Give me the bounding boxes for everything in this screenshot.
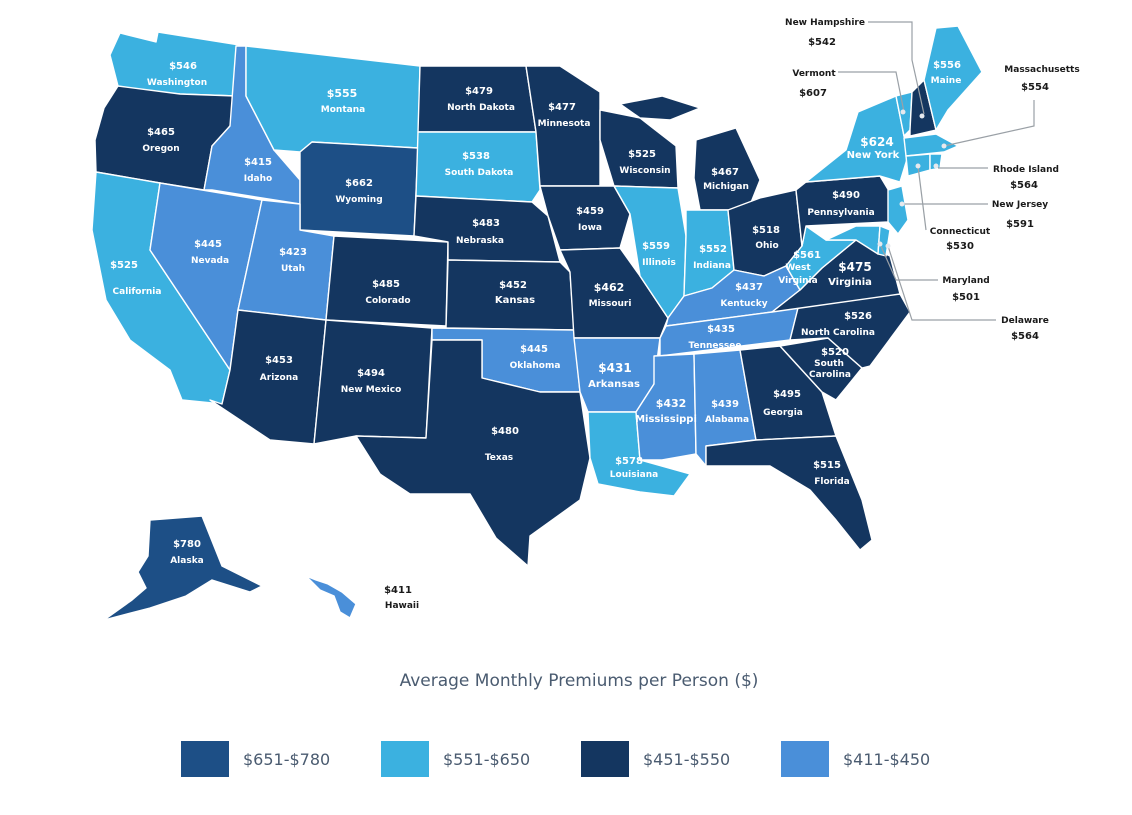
legend-swatch <box>381 741 429 777</box>
label-id: $415 Idaho <box>244 157 272 184</box>
label-il: $559 Illinois <box>642 241 676 268</box>
map-caption: Average Monthly Premiums per Person ($) <box>399 671 759 691</box>
state-michigan-upper <box>619 95 701 121</box>
label-tx: $480 Texas <box>485 426 519 463</box>
leader-vermont <box>838 71 905 113</box>
leader-lines <box>838 21 1035 321</box>
leader-maryland <box>879 243 938 281</box>
label-nm: $494 New Mexico <box>341 368 402 395</box>
legend-label: $451-$550 <box>643 749 731 769</box>
state-hawaii[interactable] <box>305 575 357 619</box>
legend-swatch <box>581 741 629 777</box>
legend-swatch <box>181 741 229 777</box>
state-texas[interactable] <box>355 339 591 567</box>
label-ar: $431 Arkansas <box>588 361 640 390</box>
leader-dot-nh <box>919 113 925 119</box>
state-new-jersey[interactable] <box>887 185 909 235</box>
legend-item-tier2: $551-$650 <box>381 741 530 777</box>
leader-dot-nj <box>899 201 905 207</box>
state-south-dakota[interactable] <box>415 131 541 203</box>
label-wv: $561 West Virginia <box>778 250 821 286</box>
state-maine[interactable] <box>923 25 983 131</box>
label-pa: $490 Pennsylvania <box>807 190 874 218</box>
label-wa: $546 Washington <box>147 61 207 88</box>
leader-dot-ma <box>941 143 947 149</box>
leader-dot-de <box>885 243 891 249</box>
state-missouri[interactable] <box>559 247 669 339</box>
callout-labels: New Hampshire $542 Vermont $607 Massachuse… <box>384 18 1080 611</box>
callout-new-hampshire: New Hampshire $542 <box>785 18 865 48</box>
state-wyoming[interactable] <box>299 141 419 237</box>
legend-item-tier3: $451-$550 <box>581 741 730 777</box>
label-ak: $780 Alaska <box>170 539 204 566</box>
label-oh: $518 Ohio <box>752 225 780 251</box>
label-tn: $435 Tennessee <box>689 324 742 351</box>
label-wi: $525 Wisconsin <box>619 149 670 176</box>
leader-delaware <box>887 245 996 321</box>
state-labels: $546 Washington $465 Oregon $525 California… <box>110 60 961 566</box>
legend-label: $551-$650 <box>443 749 531 769</box>
leader-massachusetts <box>943 100 1035 147</box>
label-co: $485 Colorado <box>365 279 410 306</box>
leader-dot-md <box>877 241 883 247</box>
leader-dot-ri <box>933 163 939 169</box>
label-ks: $452 Kansas <box>495 280 535 306</box>
callout-hawaii: $411 Hawaii <box>384 585 419 611</box>
label-nd: $479 North Dakota <box>447 86 515 113</box>
label-mt: $555 Montana <box>321 87 365 115</box>
state-georgia[interactable] <box>739 345 837 441</box>
leader-new-hampshire <box>868 21 925 115</box>
leader-dot-vt <box>900 109 906 115</box>
leader-dot-ct <box>915 163 921 169</box>
label-ca: $525 California <box>110 260 161 297</box>
callout-new-jersey: New Jersey $591 <box>992 200 1048 230</box>
label-mn: $477 Minnesota <box>538 102 591 129</box>
label-or: $465 Oregon <box>142 127 179 154</box>
label-va: $475 Virginia <box>828 260 872 288</box>
label-ia: $459 Iowa <box>576 206 604 233</box>
state-south-carolina[interactable] <box>779 337 863 401</box>
label-az: $453 Arizona <box>260 355 298 383</box>
label-ms: $432 Mississippi <box>635 397 697 425</box>
state-shapes <box>91 25 983 621</box>
label-mi: $467 Michigan <box>703 167 749 192</box>
legend-swatch <box>781 741 829 777</box>
label-ky: $437 Kentucky <box>720 282 767 309</box>
label-sd: $538 South Dakota <box>445 151 514 178</box>
label-in: $552 Indiana <box>693 244 731 271</box>
label-ne: $483 Nebraska <box>456 218 504 246</box>
callout-connecticut: Connecticut $530 <box>930 227 991 252</box>
label-ok: $445 Oklahoma <box>510 344 561 371</box>
legend-item-tier1: $651-$780 <box>181 741 330 777</box>
label-fl: $515 Florida <box>813 460 850 487</box>
state-florida[interactable] <box>705 435 873 551</box>
state-minnesota[interactable] <box>525 65 601 187</box>
state-massachusetts[interactable] <box>903 133 959 157</box>
legend-label: $651-$780 <box>243 749 331 769</box>
label-ga: $495 Georgia <box>763 389 803 418</box>
legend-label: $411-$450 <box>843 749 931 769</box>
state-new-mexico[interactable] <box>313 319 433 445</box>
state-alaska[interactable] <box>103 515 263 621</box>
legend-item-tier4: $411-$450 <box>781 741 930 777</box>
callout-delaware: Delaware $564 <box>1001 316 1049 342</box>
state-north-dakota[interactable] <box>417 65 537 133</box>
label-nv: $445 Nevada <box>191 239 229 266</box>
callout-massachusetts: Massachusetts $554 <box>1004 65 1079 93</box>
callout-vermont: Vermont $607 <box>792 69 836 99</box>
us-premium-map: $546 Washington $465 Oregon $525 California… <box>91 18 1080 621</box>
callout-rhode-island: Rhode Island $564 <box>993 165 1059 191</box>
callout-maryland: Maryland $501 <box>942 276 989 303</box>
leader-connecticut <box>917 165 927 231</box>
label-al: $439 Alabama <box>705 399 749 425</box>
label-ny: $624 New York <box>847 135 900 161</box>
label-nc: $526 North Carolina <box>801 311 875 338</box>
label-me: $556 Maine <box>931 60 962 86</box>
label-wy: $662 Wyoming <box>335 178 382 205</box>
label-la: $578 Louisiana <box>610 456 658 480</box>
label-ut: $423 Utah <box>279 247 307 274</box>
state-delaware[interactable] <box>877 225 891 257</box>
label-mo: $462 Missouri <box>589 281 632 309</box>
label-sc: $520 South Carolina <box>809 347 851 380</box>
